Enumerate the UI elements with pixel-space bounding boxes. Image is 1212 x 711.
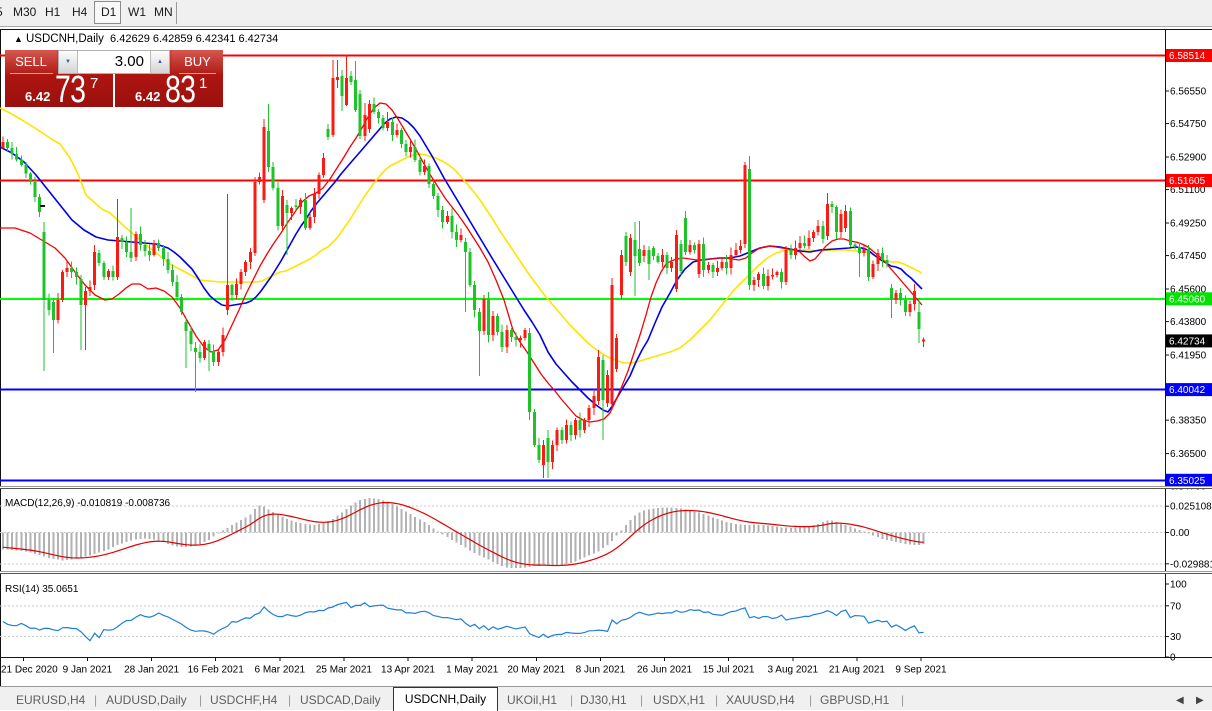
- svg-text:6.45600: 6.45600: [1170, 285, 1207, 296]
- svg-text:6.41950: 6.41950: [1170, 351, 1207, 362]
- svg-text:-0.029881: -0.029881: [1170, 559, 1212, 570]
- svg-text:6.40042: 6.40042: [1169, 385, 1206, 396]
- svg-text:30: 30: [1170, 632, 1182, 643]
- svg-text:70: 70: [1170, 601, 1182, 612]
- svg-text:6.58514: 6.58514: [1169, 51, 1206, 62]
- svg-text:6.36500: 6.36500: [1170, 449, 1207, 460]
- svg-text:9 Jan 2021: 9 Jan 2021: [63, 665, 113, 676]
- svg-text:6.51100: 6.51100: [1170, 185, 1206, 196]
- svg-text:6.47450: 6.47450: [1170, 251, 1207, 262]
- svg-text:6.52900: 6.52900: [1170, 153, 1207, 164]
- svg-text:25 Mar 2021: 25 Mar 2021: [316, 665, 373, 676]
- svg-text:6.56550: 6.56550: [1170, 87, 1207, 98]
- svg-text:6.42734: 6.42734: [1169, 336, 1206, 347]
- svg-text:6.51605: 6.51605: [1169, 176, 1206, 187]
- svg-text:MACD(12,26,9) -0.010819 -0.008: MACD(12,26,9) -0.010819 -0.008736: [5, 498, 171, 509]
- svg-text:6.54750: 6.54750: [1170, 119, 1207, 130]
- svg-text:6.49250: 6.49250: [1170, 219, 1207, 230]
- svg-text:0.00: 0.00: [1170, 528, 1190, 539]
- svg-text:16 Feb 2021: 16 Feb 2021: [188, 665, 245, 676]
- svg-text:20 May 2021: 20 May 2021: [507, 665, 565, 676]
- svg-text:21 Aug 2021: 21 Aug 2021: [829, 665, 886, 676]
- svg-text:6.38350: 6.38350: [1170, 416, 1207, 427]
- svg-text:26 Jun 2021: 26 Jun 2021: [637, 665, 692, 676]
- svg-text:9 Sep 2021: 9 Sep 2021: [895, 665, 947, 676]
- svg-text:3 Aug 2021: 3 Aug 2021: [767, 665, 818, 676]
- svg-text:0.025108: 0.025108: [1170, 502, 1212, 513]
- svg-text:15 Jul 2021: 15 Jul 2021: [703, 665, 755, 676]
- svg-text:8 Jun 2021: 8 Jun 2021: [576, 665, 626, 676]
- svg-text:21 Dec 2020: 21 Dec 2020: [1, 665, 58, 676]
- svg-text:6.35025: 6.35025: [1169, 476, 1206, 487]
- svg-text:6.45060: 6.45060: [1169, 294, 1206, 305]
- svg-text:6.43800: 6.43800: [1170, 317, 1207, 328]
- svg-text:6 Mar 2021: 6 Mar 2021: [255, 665, 306, 676]
- svg-text:28 Jan 2021: 28 Jan 2021: [124, 665, 179, 676]
- svg-text:100: 100: [1170, 580, 1187, 591]
- svg-text:RSI(14) 35.0651: RSI(14) 35.0651: [5, 584, 79, 595]
- svg-text:13 Apr 2021: 13 Apr 2021: [381, 665, 435, 676]
- svg-text:1 May 2021: 1 May 2021: [446, 665, 499, 676]
